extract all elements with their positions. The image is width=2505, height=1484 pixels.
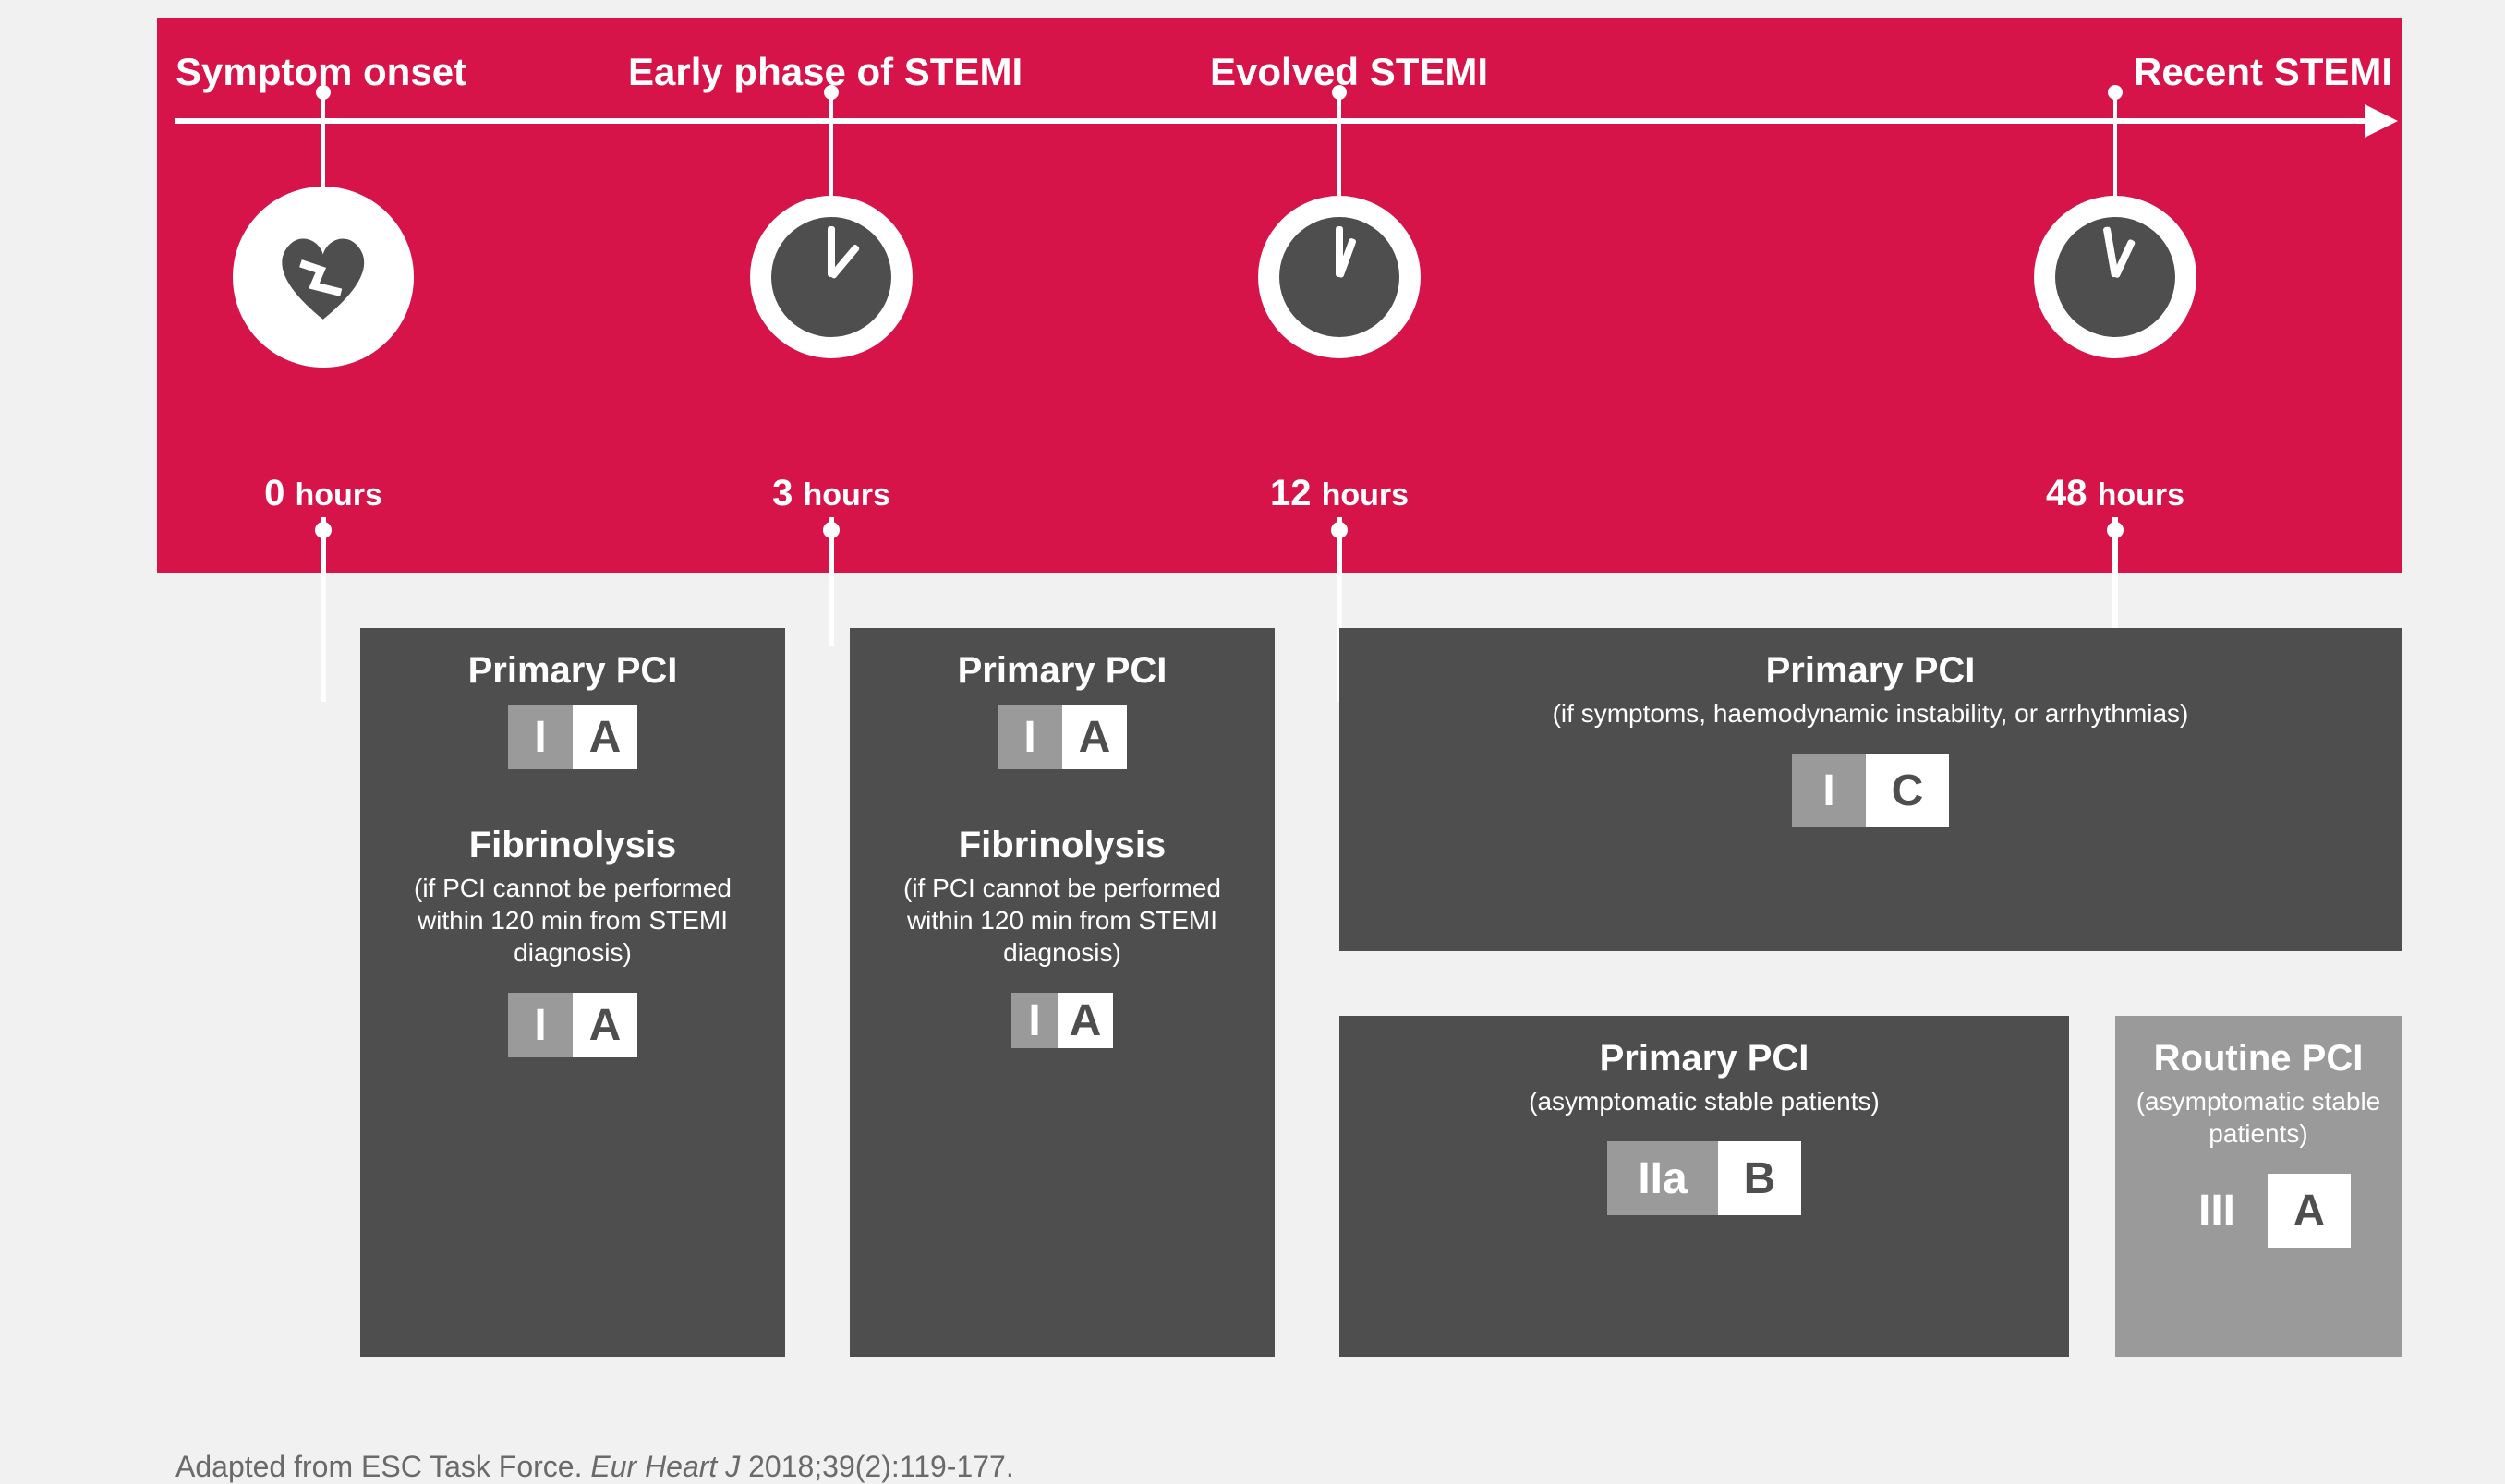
badge-row: IA: [508, 993, 637, 1057]
clock-face: [771, 217, 891, 337]
recommendation-item: Primary PCI IA: [868, 650, 1256, 769]
timeline-tick-stem: [2113, 92, 2117, 196]
recommendation-item: Primary PCI IA: [379, 650, 767, 769]
timeline-tick-stem: [829, 92, 833, 196]
footnote-journal: Eur Heart J: [590, 1450, 748, 1483]
footnote: Adapted from ESC Task Force. Eur Heart J…: [175, 1450, 1014, 1484]
recommendation-title: Primary PCI: [868, 650, 1256, 692]
hours-label: 3 hours: [720, 473, 942, 514]
phase-label: Evolved STEMI: [1210, 50, 1488, 94]
level-badge: A: [573, 705, 637, 769]
badge-row: IA: [998, 705, 1127, 769]
level-badge: A: [573, 993, 637, 1057]
recommendation-subtitle: (asymptomatic stable patients): [1358, 1085, 2051, 1117]
connector-stem: [829, 517, 834, 646]
connector-stem: [321, 517, 326, 702]
recommendation-box: Primary PCI (if symptoms, haemodynamic in…: [1339, 628, 2402, 951]
recommendation-title: Primary PCI: [379, 650, 767, 692]
hours-label: 48 hours: [2004, 473, 2226, 514]
clock-icon: [750, 196, 913, 358]
timeline-tick-stem: [1337, 92, 1341, 196]
class-badge: I: [1792, 754, 1866, 827]
recommendation-subtitle: (if symptoms, haemodynamic instability, …: [1358, 697, 2383, 730]
class-badge: I: [508, 993, 573, 1057]
class-badge: III: [2166, 1174, 2268, 1248]
recommendation-item: Primary PCI (if symptoms, haemodynamic in…: [1358, 650, 2383, 827]
footnote-prefix: Adapted from ESC Task Force.: [175, 1450, 590, 1483]
phase-label: Recent STEMI: [2134, 50, 2392, 94]
footnote-citation: 2018;39(2):119-177.: [748, 1450, 1014, 1483]
connector-stem: [2112, 517, 2118, 646]
recommendation-box: Primary PCIIAFibrinolysis(if PCI cannot …: [850, 628, 1275, 1357]
level-badge: A: [1062, 705, 1127, 769]
recommendation-title: Primary PCI: [1358, 1038, 2051, 1080]
level-badge: A: [1058, 993, 1113, 1048]
recommendation-box: Primary PCIIAFibrinolysis(if PCI cannot …: [360, 628, 785, 1357]
recommendation-subtitle: (asymptomatic stable patients): [2134, 1085, 2383, 1150]
timeline-tick-stem: [321, 92, 325, 187]
timeline-arrow-line: [175, 118, 2365, 124]
timeline-arrow-head: [2365, 104, 2398, 138]
class-badge: I: [1011, 993, 1058, 1048]
recommendation-item: Routine PCI (asymptomatic stable patients…: [2134, 1038, 2383, 1248]
class-badge: IIa: [1607, 1141, 1718, 1215]
recommendation-subtitle: (if PCI cannot be performed within 120 m…: [868, 872, 1256, 969]
badge-row: IA: [508, 705, 637, 769]
badge-row: IA: [1011, 993, 1113, 1048]
hours-label: 12 hours: [1228, 473, 1450, 514]
recommendation-title: Fibrinolysis: [868, 825, 1256, 866]
timeline-tick-dot: [316, 85, 331, 100]
timeline-tick-dot: [824, 85, 839, 100]
clock-icon: [1258, 196, 1421, 358]
hours-label: 0 hours: [212, 473, 434, 514]
level-badge: B: [1718, 1141, 1801, 1215]
timeline-tick-dot: [2108, 85, 2123, 100]
clock-face: [1279, 217, 1399, 337]
recommendation-item: Fibrinolysis (if PCI cannot be performed …: [868, 825, 1256, 1048]
recommendation-title: Fibrinolysis: [379, 825, 767, 866]
level-badge: C: [1866, 754, 1949, 827]
level-badge: A: [2268, 1174, 2351, 1248]
recommendation-box: Primary PCI (asymptomatic stable patients…: [1339, 1016, 2069, 1357]
badge-row: IC: [1792, 754, 1949, 827]
timeline-tick-dot: [1332, 85, 1347, 100]
recommendation-subtitle: (if PCI cannot be performed within 120 m…: [379, 872, 767, 969]
recommendation-item: Primary PCI (asymptomatic stable patients…: [1358, 1038, 2051, 1215]
class-badge: I: [508, 705, 573, 769]
clock-face: [2055, 217, 2175, 337]
recommendation-title: Routine PCI: [2134, 1038, 2383, 1080]
recommendation-title: Primary PCI: [1358, 650, 2383, 692]
class-badge: I: [998, 705, 1062, 769]
badge-row: IIaB: [1607, 1141, 1801, 1215]
recommendation-item: Fibrinolysis (if PCI cannot be performed …: [379, 825, 767, 1057]
heart-icon: [233, 187, 414, 368]
badge-row: IIIA: [2166, 1174, 2351, 1248]
clock-icon: [2034, 196, 2196, 358]
recommendation-box: Routine PCI (asymptomatic stable patients…: [2115, 1016, 2402, 1357]
